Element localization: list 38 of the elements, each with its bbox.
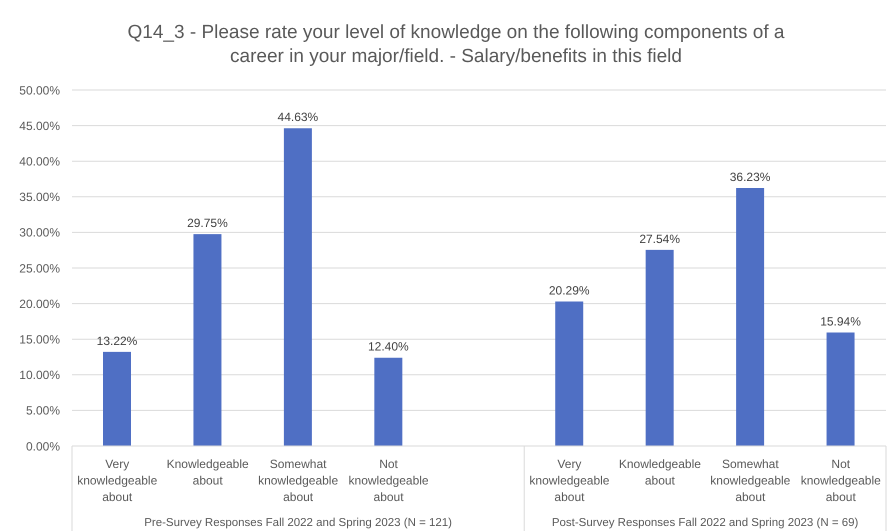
text: Pre-Survey Responses Fall 2022 and Spring 2023 (N = 121)	[144, 517, 452, 529]
bar	[284, 128, 312, 446]
bar	[646, 250, 674, 446]
x-tick-label: Knowledgeable about	[166, 457, 250, 488]
x-tick-label: Knowledgeable about	[618, 457, 702, 488]
y-tick-label: 35.00%	[19, 190, 60, 204]
bar	[826, 332, 855, 446]
bar	[736, 188, 764, 446]
data-label: 27.54%	[639, 232, 680, 246]
bar	[193, 234, 222, 446]
y-tick-label: 0.00%	[26, 439, 60, 454]
chart-title: Q14_3 - Please rate your level of knowledge on the following components of a career in your major/field. - Salary/benefits in this field	[126, 21, 786, 69]
data-label: 20.29%	[548, 284, 590, 298]
y-tick-label: 40.00%	[19, 154, 60, 168]
y-tick-label: 25.00%	[19, 261, 60, 276]
bar	[103, 352, 131, 446]
data-label: 13.22%	[96, 334, 138, 348]
y-tick-label: 50.00%	[19, 83, 60, 98]
data-label: 12.40%	[368, 340, 410, 354]
y-tick-label: 30.00%	[19, 226, 60, 240]
data-label: 44.63%	[278, 110, 319, 124]
y-tick-label: 10.00%	[19, 368, 60, 382]
data-label: 15.94%	[820, 314, 862, 329]
x-tick-label: Not knowledgeable about	[800, 457, 882, 504]
data-label: 29.75%	[187, 216, 228, 230]
text: Post-Survey Responses Fall 2022 and Spring 2023 (N = 69)	[552, 517, 859, 529]
y-tick-label: 45.00%	[19, 118, 60, 133]
x-tick-label: Very knowledgeable about	[77, 457, 158, 504]
y-tick-label: 15.00%	[19, 332, 60, 346]
x-tick-label: Somewhat knowledgeable about	[710, 457, 791, 504]
x-tick-label: Not knowledgeable about	[348, 457, 429, 504]
y-tick-label: 20.00%	[19, 296, 60, 311]
x-tick-label: Somewhat knowledgeable about	[258, 457, 338, 504]
data-label: 36.23%	[730, 170, 771, 184]
bar	[555, 302, 584, 446]
bar	[374, 358, 402, 446]
x-tick-label: Very knowledgeable about	[529, 457, 610, 504]
y-tick-label: 5.00%	[26, 404, 60, 418]
